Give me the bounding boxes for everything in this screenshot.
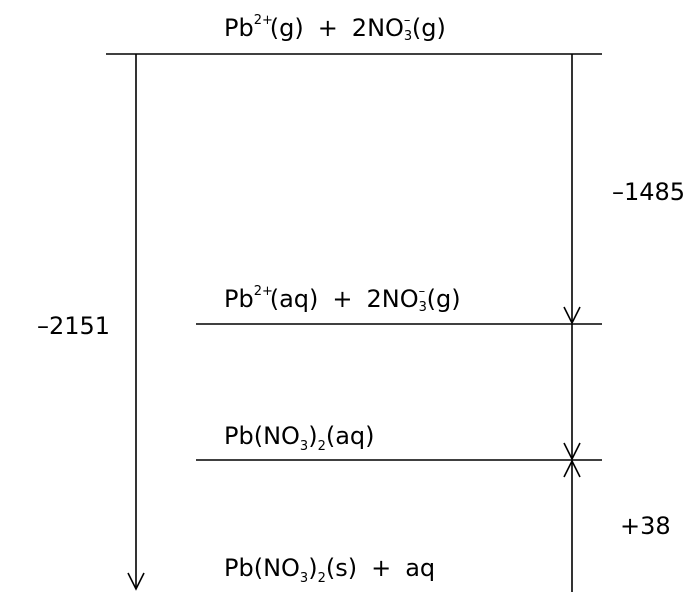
plus-sign: + (317, 14, 338, 42)
cation-state: (aq) (269, 285, 319, 313)
level-label-gaseous-ions: Pb 2+ (g) +2NO –3 (g) (224, 13, 446, 44)
energy-value-lattice: –2151 (37, 312, 111, 340)
arrow-hydration-cation-head (563, 306, 581, 325)
plus-sign: + (332, 285, 353, 313)
arrow-lattice-head (127, 572, 145, 591)
anion-symbol: 2NO –3 (351, 13, 413, 44)
energy-value-solution: +38 (620, 512, 671, 540)
cation-symbol: Pb 2+ (224, 284, 273, 313)
level-label-solid-salt: Pb(NO3)2(s) + aq (224, 554, 436, 586)
energy-value-hydration-cation: –1485 (612, 178, 686, 206)
anion-state: (g) (411, 14, 446, 42)
cation-symbol: Pb 2+ (224, 13, 273, 42)
level-label-aqueous-salt: Pb(NO3)2(aq) (224, 422, 375, 454)
anion-state: (g) (426, 285, 461, 313)
anion-symbol: 2NO –3 (366, 284, 427, 315)
level-label-aqueous-cation: Pb 2+ (aq) +2NO –3 (g) (224, 284, 461, 315)
arrow-hydration-anion-head (563, 442, 581, 461)
cation-state: (g) (269, 14, 304, 42)
arrow-solution-head (563, 459, 581, 478)
